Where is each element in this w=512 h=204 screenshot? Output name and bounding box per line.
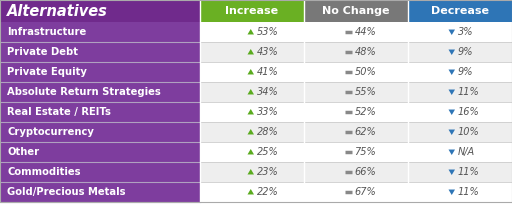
Bar	[304, 42, 408, 62]
Bar	[304, 102, 408, 122]
Text: 43%: 43%	[257, 47, 279, 57]
Text: Increase: Increase	[225, 6, 279, 16]
Text: 53%: 53%	[257, 27, 279, 37]
Bar	[200, 142, 304, 162]
Bar	[408, 142, 512, 162]
Text: 62%: 62%	[354, 127, 376, 137]
Text: 11%: 11%	[458, 167, 480, 177]
Bar	[200, 42, 304, 62]
Bar	[304, 182, 408, 202]
Text: 52%: 52%	[354, 107, 376, 117]
Text: 67%: 67%	[354, 187, 376, 197]
Text: 9%: 9%	[458, 47, 474, 57]
Bar	[408, 0, 512, 22]
Text: Other: Other	[7, 147, 39, 157]
Text: Infrastructure: Infrastructure	[7, 27, 86, 37]
Bar	[304, 122, 408, 142]
Text: Private Equity: Private Equity	[7, 67, 87, 77]
Text: N/A: N/A	[458, 147, 475, 157]
Polygon shape	[449, 50, 455, 55]
Polygon shape	[449, 110, 455, 115]
Polygon shape	[247, 89, 254, 94]
Bar	[408, 22, 512, 42]
Bar	[304, 22, 408, 42]
Polygon shape	[449, 170, 455, 175]
Polygon shape	[247, 169, 254, 174]
Polygon shape	[449, 70, 455, 75]
Text: 23%: 23%	[257, 167, 279, 177]
Text: 11%: 11%	[458, 87, 480, 97]
Polygon shape	[247, 129, 254, 134]
Polygon shape	[247, 149, 254, 154]
Polygon shape	[247, 29, 254, 34]
Text: 3%: 3%	[458, 27, 474, 37]
Bar	[408, 122, 512, 142]
Text: No Change: No Change	[322, 6, 390, 16]
Bar	[0, 102, 200, 122]
Text: Cryptocurrency: Cryptocurrency	[7, 127, 94, 137]
Bar	[0, 22, 200, 42]
Text: 10%: 10%	[458, 127, 480, 137]
Text: 75%: 75%	[354, 147, 376, 157]
Text: Gold/Precious Metals: Gold/Precious Metals	[7, 187, 125, 197]
Text: Decrease: Decrease	[431, 6, 489, 16]
Polygon shape	[247, 189, 254, 194]
Text: 22%: 22%	[257, 187, 279, 197]
Bar	[408, 42, 512, 62]
Text: Private Debt: Private Debt	[7, 47, 78, 57]
Bar	[200, 162, 304, 182]
Bar	[408, 62, 512, 82]
Polygon shape	[449, 190, 455, 195]
Bar	[408, 102, 512, 122]
Text: 48%: 48%	[354, 47, 376, 57]
Bar	[200, 62, 304, 82]
Text: 9%: 9%	[458, 67, 474, 77]
Bar	[200, 122, 304, 142]
Bar	[408, 182, 512, 202]
Text: 16%: 16%	[458, 107, 480, 117]
Bar	[0, 122, 200, 142]
Polygon shape	[247, 49, 254, 54]
Text: Real Estate / REITs: Real Estate / REITs	[7, 107, 111, 117]
Polygon shape	[449, 150, 455, 155]
Text: 50%: 50%	[354, 67, 376, 77]
Bar	[304, 0, 408, 22]
Bar	[0, 182, 200, 202]
Bar	[0, 142, 200, 162]
Polygon shape	[449, 130, 455, 135]
Bar	[304, 62, 408, 82]
Bar	[304, 162, 408, 182]
Polygon shape	[247, 69, 254, 74]
Bar	[200, 82, 304, 102]
Text: Absolute Return Strategies: Absolute Return Strategies	[7, 87, 161, 97]
Bar	[0, 162, 200, 182]
Text: Commodities: Commodities	[7, 167, 80, 177]
Text: 41%: 41%	[257, 67, 279, 77]
Bar	[0, 42, 200, 62]
Bar	[408, 162, 512, 182]
Text: 44%: 44%	[354, 27, 376, 37]
Text: 34%: 34%	[257, 87, 279, 97]
Bar	[200, 0, 304, 22]
Bar	[200, 102, 304, 122]
Bar	[304, 142, 408, 162]
Text: 33%: 33%	[257, 107, 279, 117]
Text: 28%: 28%	[257, 127, 279, 137]
Text: 55%: 55%	[354, 87, 376, 97]
Polygon shape	[247, 109, 254, 114]
Text: 11%: 11%	[458, 187, 480, 197]
Bar	[0, 62, 200, 82]
Polygon shape	[449, 90, 455, 95]
Bar	[0, 0, 200, 22]
Text: 25%: 25%	[257, 147, 279, 157]
Text: Alternatives: Alternatives	[7, 3, 108, 19]
Polygon shape	[449, 30, 455, 35]
Bar	[200, 182, 304, 202]
Bar	[304, 82, 408, 102]
Bar	[0, 82, 200, 102]
Bar	[408, 82, 512, 102]
Text: 66%: 66%	[354, 167, 376, 177]
Bar	[200, 22, 304, 42]
